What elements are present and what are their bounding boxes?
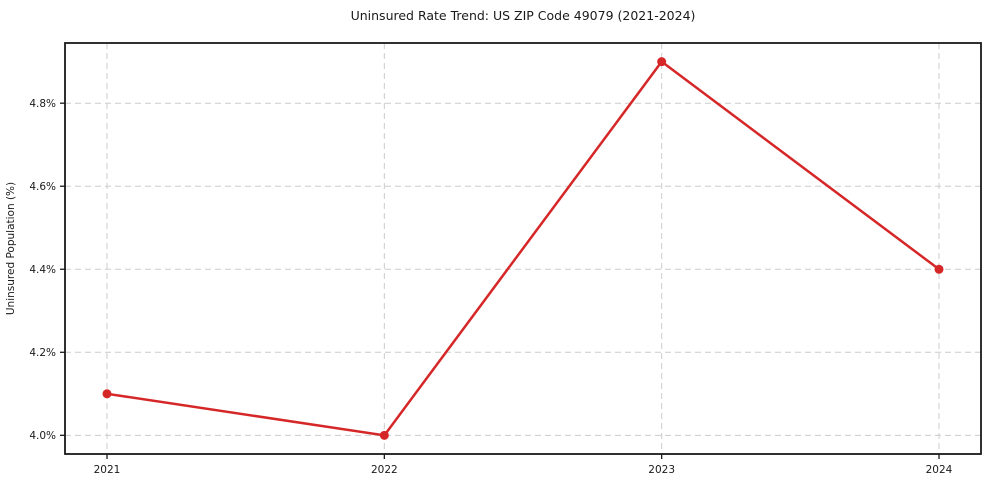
y-tick-label: 4.6% — [29, 181, 56, 193]
y-tick-label: 4.4% — [29, 264, 56, 276]
y-axis-label: Uninsured Population (%) — [5, 182, 17, 315]
plot-frame — [64, 42, 982, 455]
x-tick-label: 2023 — [648, 464, 675, 476]
data-point-marker — [379, 430, 389, 440]
x-tick-label: 2021 — [94, 464, 121, 476]
data-point-marker — [102, 389, 112, 399]
y-tick-label: 4.8% — [29, 98, 56, 110]
x-tick-label: 2022 — [371, 464, 398, 476]
chart-title: Uninsured Rate Trend: US ZIP Code 49079 … — [350, 8, 696, 23]
data-point-marker — [657, 57, 667, 67]
data-point-marker — [934, 264, 944, 274]
y-tick-label: 4.0% — [29, 430, 56, 442]
y-tick-label: 4.2% — [29, 347, 56, 359]
trend-line — [105, 60, 941, 437]
x-tick-label: 2024 — [926, 464, 953, 476]
